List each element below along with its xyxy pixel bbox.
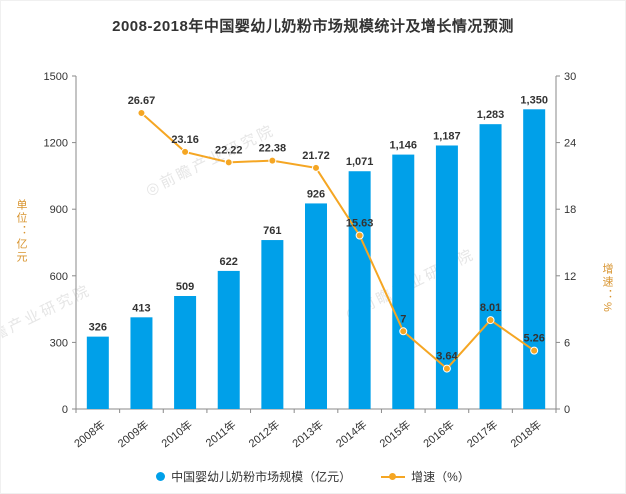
- left-axis-title: 单位：亿元: [15, 199, 27, 264]
- line-point: [312, 163, 320, 172]
- bar: [479, 124, 502, 409]
- right-axis-tick-label: 18: [564, 204, 576, 216]
- line-point: [442, 364, 451, 373]
- bar-value-label: 1,283: [477, 109, 505, 121]
- line-point: [181, 147, 190, 156]
- legend-item-growth-rate[interactable]: 增速（%）: [381, 468, 470, 485]
- legend-item-market-size[interactable]: 中国婴幼儿奶粉市场规模（亿元）: [156, 468, 351, 485]
- x-axis-tick-label: 2009年: [115, 417, 152, 450]
- line-point-label: 22.38: [259, 143, 287, 155]
- bar-value-label: 1,146: [390, 140, 418, 152]
- x-axis-tick-label: 2016年: [420, 417, 457, 450]
- line-point-label: 3.64: [436, 351, 458, 363]
- x-axis-tick-label: 2008年: [71, 417, 108, 450]
- left-axis-tick-label: 300: [50, 337, 68, 349]
- legend-label-growth-rate: 增速（%）: [411, 470, 470, 484]
- bar: [86, 336, 109, 409]
- left-axis-tick-label: 600: [50, 271, 68, 283]
- line-point-label: 26.67: [128, 95, 156, 107]
- line-point-label: 21.72: [302, 150, 330, 162]
- legend-label-market-size: 中国婴幼儿奶粉市场规模（亿元）: [171, 470, 352, 484]
- bar-value-label: 622: [220, 256, 238, 268]
- line-point-label: 22.22: [215, 144, 243, 156]
- bar: [523, 109, 546, 410]
- line-point: [224, 158, 233, 167]
- bar-value-label: 509: [176, 281, 194, 293]
- bar: [348, 171, 371, 409]
- x-axis-tick-label: 2012年: [246, 417, 283, 450]
- bar: [261, 240, 284, 409]
- legend: 中国婴幼儿奶粉市场规模（亿元） 增速（%）: [1, 468, 625, 485]
- bar-series-marker-icon: [156, 472, 166, 481]
- line-point-label: 7: [400, 313, 406, 325]
- x-axis-tick-label: 2015年: [377, 417, 414, 450]
- x-axis-tick-label: 2018年: [507, 417, 544, 450]
- line-point-label: 5.26: [523, 333, 544, 345]
- right-axis-tick-label: 24: [564, 138, 576, 150]
- line-point: [399, 327, 408, 336]
- line-series-marker-icon: [381, 473, 406, 480]
- bar: [217, 270, 240, 409]
- growth-line: [140, 112, 535, 370]
- right-axis-tick-label: 6: [564, 337, 570, 349]
- line-point-label: 15.63: [346, 218, 374, 230]
- bar: [174, 296, 197, 409]
- bar: [435, 145, 458, 409]
- left-axis-tick-label: 900: [50, 204, 68, 216]
- line-point: [486, 316, 495, 325]
- bar-value-label: 1,350: [520, 94, 548, 106]
- left-axis-tick-label: 1200: [44, 138, 68, 150]
- bar-value-label: 1,187: [433, 130, 461, 142]
- bar-value-label: 413: [132, 302, 150, 314]
- bar-value-label: 926: [307, 188, 325, 200]
- x-axis-tick-label: 2014年: [333, 417, 370, 450]
- x-axis-tick-label: 2017年: [464, 417, 501, 450]
- line-point: [268, 156, 277, 165]
- bar: [130, 317, 153, 409]
- line-point: [137, 108, 146, 117]
- line-series-dot-icon: [389, 473, 397, 480]
- line-point-label: 23.16: [171, 134, 199, 146]
- x-axis-tick-label: 2010年: [158, 417, 195, 450]
- bar-value-label: 761: [263, 225, 281, 237]
- bar-value-label: 326: [89, 322, 107, 334]
- bar: [305, 203, 327, 409]
- bar: [392, 154, 415, 409]
- right-axis-tick-label: 0: [564, 404, 570, 416]
- line-point-label: 8.01: [480, 302, 501, 314]
- right-axis-tick-label: 12: [564, 271, 576, 283]
- line-point: [530, 346, 539, 355]
- right-axis-tick-label: 30: [564, 71, 576, 83]
- left-axis-tick-label: 0: [62, 404, 68, 416]
- x-axis-tick-label: 2013年: [289, 417, 326, 450]
- left-axis-tick-label: 1500: [44, 71, 68, 83]
- right-axis-title: 增速：%: [601, 263, 613, 314]
- line-point: [355, 231, 364, 240]
- x-axis-tick-label: 2011年: [203, 417, 239, 449]
- chart-title: 2008-2018年中国婴幼儿奶粉市场规模统计及增长情况预测: [112, 18, 514, 35]
- bar-value-label: 1,071: [346, 156, 374, 168]
